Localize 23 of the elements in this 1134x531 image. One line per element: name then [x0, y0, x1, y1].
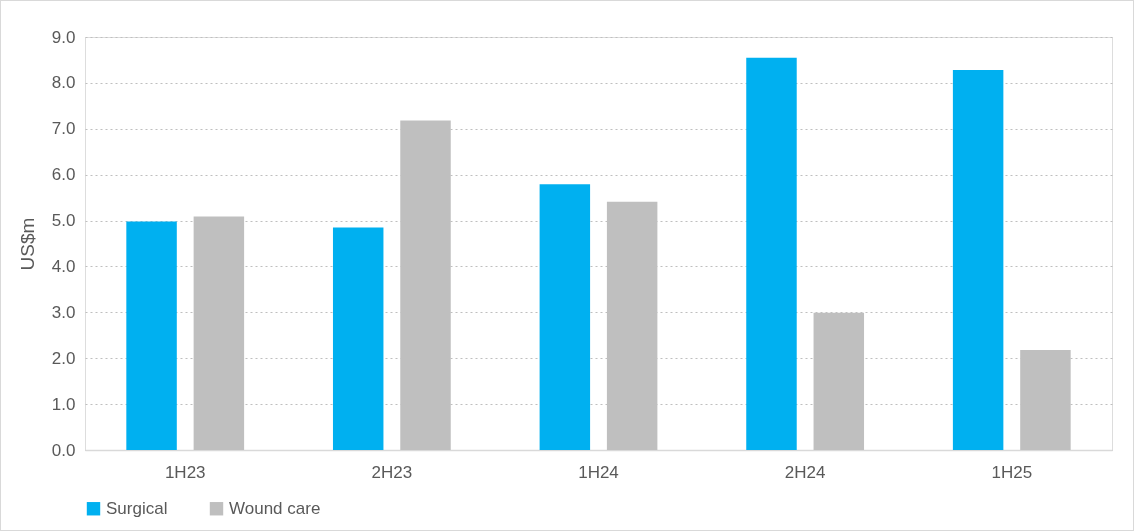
y-tick-label: 9.0: [51, 27, 76, 47]
x-tick-label: 2H24: [784, 462, 826, 482]
y-tick-label: 5.0: [51, 211, 76, 231]
bar: [952, 70, 1004, 450]
y-tick-label: 1.0: [51, 394, 76, 414]
x-tick-label: 2H23: [371, 462, 413, 482]
bar: [332, 227, 384, 450]
y-tick-label: 0.0: [51, 440, 76, 460]
legend-label: Surgical: [106, 498, 168, 518]
y-tick-label: 7.0: [51, 119, 76, 139]
y-tick-label: 8.0: [51, 73, 76, 93]
bar: [746, 57, 797, 450]
bar: [126, 221, 177, 450]
x-tick-label: 1H25: [991, 462, 1033, 482]
x-tick-label: 1H23: [164, 462, 206, 482]
y-tick-label: 2.0: [51, 348, 76, 368]
y-axis-title: US$m: [16, 217, 38, 271]
y-tick-label: 3.0: [51, 302, 76, 322]
bar: [539, 184, 591, 450]
legend-label: Wound care: [229, 498, 321, 518]
y-tick-label: 6.0: [51, 165, 76, 185]
y-tick-label: 4.0: [51, 256, 76, 276]
x-tick-label: 1H24: [578, 462, 619, 482]
